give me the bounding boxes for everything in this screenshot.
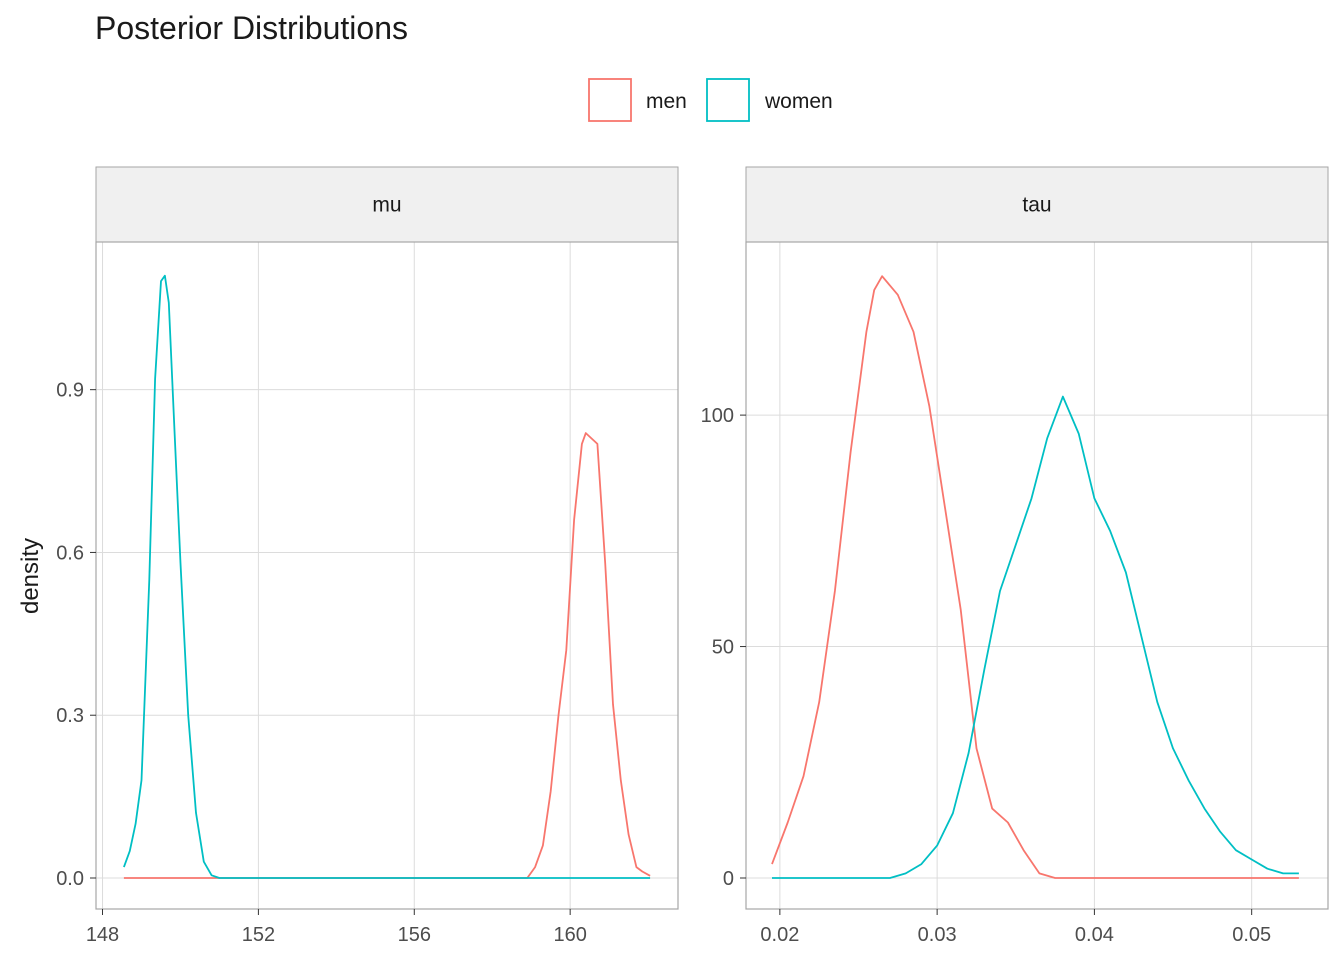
legend-label-men: men: [646, 90, 687, 113]
panel-border: [745, 241, 1329, 910]
density-line-men: [771, 275, 1299, 879]
panel-mu: mu 148 152 156 160 0.0 0.3 0.6 0.9: [56, 166, 679, 946]
density-line-men: [123, 432, 651, 879]
y-tick-label: 0.9: [56, 380, 84, 402]
y-tick-label: 100: [701, 405, 734, 427]
facet-strip-label-tau: tau: [1022, 194, 1051, 217]
x-tick-label: 148: [86, 924, 119, 946]
x-tick-label: 0.03: [918, 924, 957, 946]
chart-title: Posterior Distributions: [95, 10, 408, 46]
facet-strip-label-mu: mu: [372, 194, 401, 217]
legend-key-men: [588, 78, 632, 122]
density-line-women: [772, 395, 1299, 879]
y-tick-label: 0.0: [56, 868, 84, 890]
x-tick-label: 152: [242, 924, 275, 946]
y-tick-label: 0: [723, 868, 734, 890]
facet-strip-mu: [95, 166, 679, 243]
legend-label-women: women: [764, 90, 833, 113]
facet-panels: mu 148 152 156 160 0.0 0.3 0.6 0.9 tau 0.02 0.03 0.0…: [56, 166, 1329, 946]
legend: men women: [588, 78, 833, 122]
panel-border: [95, 241, 679, 910]
density-line-women: [123, 274, 651, 879]
x-tick-label: 0.02: [760, 924, 799, 946]
y-tick-label: 0.6: [56, 542, 84, 564]
legend-key-women: [706, 78, 750, 122]
y-axis-title: density: [17, 538, 44, 614]
x-tick-label: 0.04: [1075, 924, 1114, 946]
y-tick-label: 0.3: [56, 705, 84, 727]
facet-strip-tau: [745, 166, 1329, 243]
x-tick-label: 160: [553, 924, 586, 946]
x-tick-label: 0.05: [1232, 924, 1271, 946]
x-tick-label: 156: [398, 924, 431, 946]
y-tick-label: 50: [712, 637, 734, 659]
panel-tau: tau 0.02 0.03 0.04 0.05 0 50 100: [701, 166, 1329, 946]
